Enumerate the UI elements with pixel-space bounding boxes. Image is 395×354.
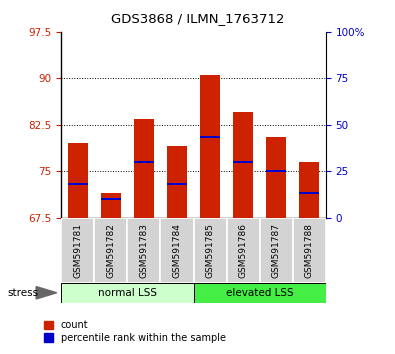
Bar bbox=[194, 283, 326, 303]
Bar bbox=[127, 218, 160, 283]
Bar bbox=[200, 75, 220, 218]
Polygon shape bbox=[36, 287, 57, 299]
Bar bbox=[233, 161, 253, 163]
Bar bbox=[194, 218, 227, 283]
Text: GSM591786: GSM591786 bbox=[239, 223, 248, 278]
Legend: count, percentile rank within the sample: count, percentile rank within the sample bbox=[44, 320, 226, 343]
Text: elevated LSS: elevated LSS bbox=[226, 288, 293, 298]
Bar bbox=[293, 218, 326, 283]
Bar bbox=[266, 170, 286, 172]
Bar bbox=[101, 198, 121, 200]
Text: normal LSS: normal LSS bbox=[98, 288, 157, 298]
Bar bbox=[299, 162, 319, 218]
Bar bbox=[227, 218, 260, 283]
Bar bbox=[94, 218, 127, 283]
Bar bbox=[160, 218, 194, 283]
Text: GSM591788: GSM591788 bbox=[305, 223, 314, 278]
Bar bbox=[134, 161, 154, 163]
Bar bbox=[61, 218, 94, 283]
Text: GSM591783: GSM591783 bbox=[139, 223, 149, 278]
Text: stress: stress bbox=[8, 288, 39, 298]
Text: GSM591784: GSM591784 bbox=[173, 223, 182, 278]
Text: GSM591782: GSM591782 bbox=[106, 223, 115, 278]
Bar bbox=[68, 183, 88, 185]
Text: GSM591785: GSM591785 bbox=[205, 223, 214, 278]
Bar bbox=[299, 192, 319, 194]
Bar bbox=[167, 183, 187, 185]
Bar bbox=[68, 143, 88, 218]
Text: GSM591781: GSM591781 bbox=[73, 223, 82, 278]
Bar bbox=[167, 147, 187, 218]
Text: GSM591787: GSM591787 bbox=[272, 223, 281, 278]
Bar bbox=[61, 283, 194, 303]
Bar bbox=[260, 218, 293, 283]
Bar bbox=[266, 137, 286, 218]
Bar bbox=[134, 119, 154, 218]
Bar bbox=[101, 193, 121, 218]
Text: GDS3868 / ILMN_1763712: GDS3868 / ILMN_1763712 bbox=[111, 12, 284, 25]
Bar bbox=[233, 113, 253, 218]
Bar bbox=[200, 136, 220, 138]
